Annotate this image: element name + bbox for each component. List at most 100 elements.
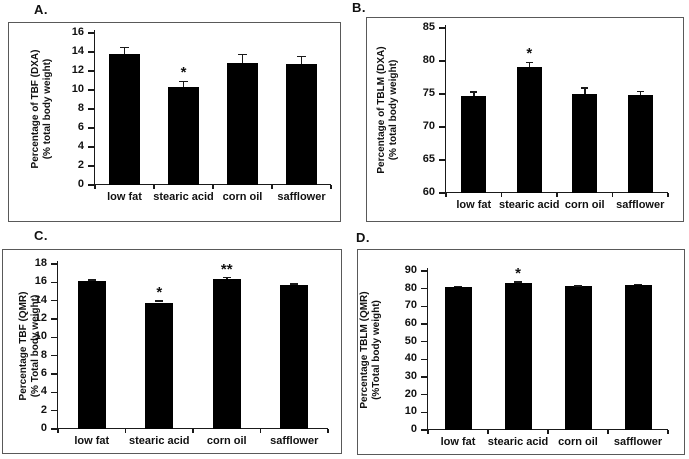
bar	[145, 302, 174, 429]
y-axis-tick-label: 65	[422, 153, 435, 165]
significance-marker: *	[180, 64, 187, 82]
x-axis-label: corn oil	[564, 199, 605, 211]
panel-label-a: A.	[34, 2, 48, 17]
x-axis-tick	[94, 185, 96, 189]
panel-label-c: C.	[34, 228, 48, 243]
x-axis-line	[444, 191, 668, 193]
error-bar	[473, 92, 475, 96]
error-bar-cap	[574, 285, 582, 287]
x-axis-tick	[271, 185, 273, 189]
y-axis-title-d: Percentage TBLM (QMR) (%Total body weigh…	[359, 291, 383, 408]
x-axis-label: low fat	[440, 436, 476, 448]
bar	[280, 285, 309, 429]
y-axis-tick	[51, 409, 57, 412]
y-axis-tick	[51, 281, 57, 284]
y-axis-tick-label: 2	[77, 159, 84, 171]
y-axis-tick	[439, 192, 445, 194]
x-axis-label: safflower	[613, 436, 663, 448]
x-axis-label: low fat	[456, 199, 492, 211]
error-bar	[182, 81, 185, 88]
x-axis-line	[56, 427, 328, 429]
y-axis-tick	[421, 323, 427, 325]
significance-marker: *	[515, 264, 521, 282]
x-axis-line	[426, 428, 668, 430]
error-bar-cap	[634, 283, 642, 286]
y-axis-tick	[439, 27, 445, 29]
significance-marker: *	[526, 45, 533, 63]
y-axis-tick-label: 0	[410, 423, 417, 435]
y-axis-line	[93, 30, 95, 186]
bar	[461, 95, 487, 193]
bar	[572, 94, 598, 193]
y-axis-tick	[421, 376, 427, 378]
y-axis-tick	[51, 428, 57, 430]
error-bar-cap	[525, 61, 533, 64]
error-bar	[123, 47, 126, 54]
x-axis-tick	[212, 185, 214, 189]
bar	[226, 63, 259, 185]
x-axis-tick	[192, 429, 194, 433]
bar	[108, 53, 141, 185]
bar	[564, 286, 592, 430]
bar	[212, 278, 241, 429]
x-axis-tick	[500, 193, 503, 197]
x-axis-line	[93, 183, 331, 185]
error-bar	[528, 62, 530, 67]
significance-marker: *	[156, 284, 163, 302]
y-axis-title-line: (% total body weight)	[42, 58, 53, 160]
error-bar-cap	[179, 80, 188, 83]
x-axis-label: safflower	[270, 435, 319, 447]
y-axis-tick	[51, 336, 57, 339]
x-axis-tick	[667, 430, 669, 434]
plot-area-b: 60 65 70 75 80 85 low fat * stearic acid corn oil…	[423, 21, 669, 211]
y-axis-tick	[51, 318, 57, 320]
y-axis-title-line: (%Total body weight)	[371, 300, 382, 400]
y-axis-tick-label: 8	[77, 102, 84, 114]
x-axis-tick	[124, 429, 127, 433]
bar	[516, 66, 542, 193]
y-axis-tick-label: 90	[404, 264, 417, 276]
y-axis-tick-label: 60	[404, 317, 417, 329]
y-axis-tick-label: 2	[40, 403, 47, 416]
y-axis-line	[56, 261, 58, 430]
y-axis-tick-label: 0	[40, 422, 47, 434]
y-axis-line	[426, 268, 428, 431]
error-bar-cap	[222, 276, 231, 279]
y-axis-tick	[88, 32, 94, 34]
x-axis-tick	[547, 430, 549, 434]
y-axis-tick	[439, 93, 445, 95]
y-axis-tick-label: 10	[71, 83, 84, 95]
x-axis-label: low fat	[74, 435, 110, 447]
y-axis-tick	[88, 127, 94, 129]
bar	[285, 64, 318, 185]
y-axis-tick	[439, 126, 445, 128]
y-axis-title-line: Percentage TBF (QMR)	[18, 291, 29, 401]
y-axis-tick	[421, 429, 427, 431]
y-axis-tick-label: 4	[77, 140, 84, 152]
plot-area-d: 0 10 20 30 40 50 60 70 80 90 low fat * stearic acid c…	[405, 264, 669, 448]
y-axis-tick	[51, 299, 57, 302]
y-axis-tick	[88, 184, 94, 186]
x-axis-tick	[153, 185, 155, 189]
y-axis-title-line: Percentage of TBF (DXA)	[30, 49, 41, 169]
plot-area-a: 0 2 4 6 8 10 12 14 16 low fat * stearic acid corn oi…	[72, 26, 332, 203]
y-axis-tick	[88, 70, 94, 72]
error-bar	[241, 54, 244, 64]
error-bar-cap	[636, 90, 644, 93]
significance-marker: **	[220, 260, 233, 278]
bar	[167, 87, 200, 185]
y-axis-tick	[88, 89, 94, 91]
y-axis-tick-label: 30	[404, 370, 417, 382]
error-bar-cap	[514, 281, 522, 283]
bar	[624, 285, 652, 430]
panel-label-b: B.	[352, 0, 366, 15]
error-bar-cap	[238, 53, 247, 56]
y-axis-tick-label: 18	[34, 257, 47, 269]
y-axis-tick	[88, 165, 94, 167]
x-axis-label: corn oil	[222, 191, 263, 203]
y-axis-tick-label: 6	[77, 121, 84, 133]
y-axis-tick-label: 12	[71, 64, 84, 76]
y-axis-tick-label: 12	[34, 312, 47, 324]
y-axis-line	[444, 25, 446, 194]
y-axis-tick	[421, 305, 427, 308]
